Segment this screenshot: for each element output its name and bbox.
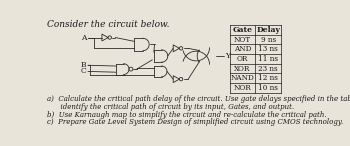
Text: 9 ns: 9 ns (260, 36, 276, 44)
Text: B: B (81, 61, 86, 69)
Text: AND: AND (234, 45, 251, 53)
Text: NAND: NAND (231, 74, 254, 82)
Text: Gate: Gate (232, 26, 253, 34)
Text: identify the critical path of circuit by its input, Gates, and output.: identify the critical path of circuit by… (47, 103, 294, 111)
Text: Delay: Delay (256, 26, 280, 34)
Text: OR: OR (237, 55, 248, 63)
Text: 10 ns: 10 ns (258, 84, 278, 92)
Text: 12 ns: 12 ns (258, 74, 278, 82)
Text: a)  Calculate the critical path delay of the circuit. Use gate delays specified : a) Calculate the critical path delay of … (47, 95, 350, 103)
Text: b)  Use Karnaugh map to simplify the circuit and re-calculate the critical path.: b) Use Karnaugh map to simplify the circ… (47, 111, 327, 119)
Text: A: A (81, 34, 86, 42)
Text: NOR: NOR (234, 84, 251, 92)
Text: Y: Y (225, 52, 230, 60)
Text: NOT: NOT (234, 36, 251, 44)
Text: 13 ns: 13 ns (258, 45, 278, 53)
Text: XOR: XOR (234, 65, 251, 73)
Text: Consider the circuit below.: Consider the circuit below. (47, 20, 169, 29)
Text: 11 ns: 11 ns (258, 55, 278, 63)
Text: C: C (80, 67, 86, 75)
Text: 23 ns: 23 ns (258, 65, 278, 73)
Text: c)  Prepare Gate Level System Design of simplified circuit using CMOS technology: c) Prepare Gate Level System Design of s… (47, 118, 343, 126)
